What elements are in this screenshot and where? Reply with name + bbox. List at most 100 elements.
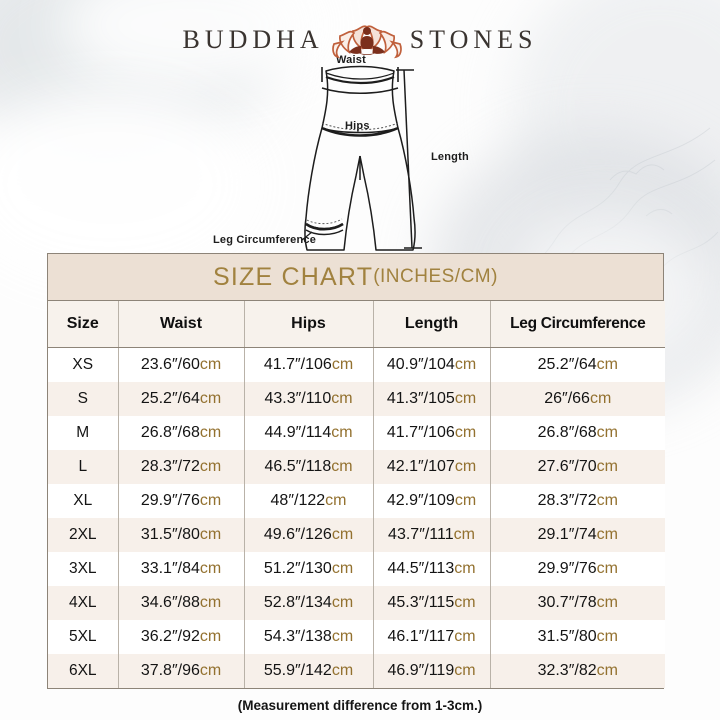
brand-word-right: STONES xyxy=(409,25,538,54)
value-unit: cm xyxy=(199,492,222,509)
size-chart: SIZE CHART (INCHES/CM) Size Waist Hips L… xyxy=(47,253,665,689)
size-chart-body: XS 23.6″/60cm 41.7″/106cm 40.9″/104cm 25.2″/… xyxy=(48,347,665,688)
value-inches: 25.2″/64 xyxy=(140,390,200,407)
value-unit: cm xyxy=(331,662,354,679)
value-inches: 29.9″/76 xyxy=(537,560,597,577)
value-unit: cm xyxy=(331,526,354,543)
value-unit: cm xyxy=(454,356,477,373)
value-unit: cm xyxy=(454,560,476,577)
size-cell: 2XL xyxy=(48,518,119,552)
hips-cell: 41.7″/106cm xyxy=(244,347,374,382)
value-unit: cm xyxy=(454,390,477,407)
value-unit: cm xyxy=(199,424,222,441)
table-row: 6XL 37.8″/96cm 55.9″/142cm 46.9″/119cm 32.3″… xyxy=(48,654,665,688)
hips-cell: 46.5″/118cm xyxy=(244,450,374,484)
table-row: 2XL 31.5″/80cm 49.6″/126cm 43.7″/111cm 29.1″… xyxy=(48,518,665,552)
value-unit: cm xyxy=(453,526,475,543)
column-header-size: Size xyxy=(48,301,119,348)
label-length: Length xyxy=(431,151,469,163)
value-unit: cm xyxy=(331,560,354,577)
value-inches: 46.9″/119 xyxy=(387,662,455,679)
waist-cell: 33.1″/84cm xyxy=(118,552,245,586)
value-unit: cm xyxy=(199,628,222,645)
value-inches: 28.3″/72 xyxy=(140,458,200,475)
value-unit: cm xyxy=(199,662,222,679)
label-leg-circumference: Leg Circumference xyxy=(213,234,317,246)
value-inches: 41.7″/106 xyxy=(386,424,455,441)
size-chart-title: SIZE CHART (INCHES/CM) xyxy=(48,254,663,301)
value-inches: 42.9″/109 xyxy=(386,492,455,509)
waist-cell: 37.8″/96cm xyxy=(118,654,245,688)
value-unit: cm xyxy=(454,628,476,645)
table-row: L 28.3″/72cm 46.5″/118cm 42.1″/107cm 27.6″/7… xyxy=(48,450,665,484)
label-waist: Waist xyxy=(336,54,366,66)
waist-cell: 23.6″/60cm xyxy=(118,347,245,382)
table-row: S 25.2″/64cm 43.3″/110cm 41.3″/105cm 26″/66c… xyxy=(48,382,665,416)
brand-word-left: BUDDHA xyxy=(182,25,324,54)
value-unit: cm xyxy=(589,390,612,407)
value-inches: 34.6″/88 xyxy=(140,594,200,611)
value-inches: 26″/66 xyxy=(544,390,590,407)
hips-cell: 51.2″/130cm xyxy=(244,552,374,586)
lotus-meditation-icon xyxy=(331,25,402,59)
value-inches: 45.3″/115 xyxy=(387,594,455,611)
length-cell: 42.9″/109cm xyxy=(373,484,491,518)
value-inches: 26.8″/68 xyxy=(537,424,597,441)
value-inches: 27.6″/70 xyxy=(537,458,597,475)
hips-cell: 52.8″/134cm xyxy=(244,586,374,620)
length-cell: 42.1″/107cm xyxy=(373,450,491,484)
leg-circumference-cell: 28.3″/72cm xyxy=(490,484,665,518)
value-inches: 43.3″/110 xyxy=(264,390,332,407)
waist-cell: 34.6″/88cm xyxy=(118,586,245,620)
value-unit: cm xyxy=(596,492,618,509)
value-unit: cm xyxy=(454,424,477,441)
size-cell: 4XL xyxy=(48,586,119,620)
value-inches: 44.9″/114 xyxy=(264,424,332,441)
table-row: 5XL 36.2″/92cm 54.3″/138cm 46.1″/117cm 31.5″… xyxy=(48,620,665,654)
value-unit: cm xyxy=(596,526,618,543)
value-unit: cm xyxy=(454,662,476,679)
table-row: XS 23.6″/60cm 41.7″/106cm 40.9″/104cm 25.2″/… xyxy=(48,347,665,382)
value-unit: cm xyxy=(199,526,222,543)
value-unit: cm xyxy=(596,662,618,679)
size-cell: XL xyxy=(48,484,119,518)
value-unit: cm xyxy=(199,560,222,577)
value-unit: cm xyxy=(454,594,476,611)
value-inches: 31.5″/80 xyxy=(537,628,597,645)
size-cell: 5XL xyxy=(48,620,119,654)
value-unit: cm xyxy=(325,492,347,509)
value-inches: 48″/122 xyxy=(270,492,326,509)
table-row: 4XL 34.6″/88cm 52.8″/134cm 45.3″/115cm 30.7″… xyxy=(48,586,665,620)
value-inches: 51.2″/130 xyxy=(263,560,332,577)
table-row: 3XL 33.1″/84cm 51.2″/130cm 44.5″/113cm 29.9″… xyxy=(48,552,665,586)
value-inches: 30.7″/78 xyxy=(537,594,597,611)
leg-circumference-cell: 26.8″/68cm xyxy=(490,416,665,450)
table-row: M 26.8″/68cm 44.9″/114cm 41.7″/106cm 26.8″/6… xyxy=(48,416,665,450)
waist-cell: 28.3″/72cm xyxy=(118,450,245,484)
value-unit: cm xyxy=(454,458,477,475)
value-unit: cm xyxy=(331,594,354,611)
value-inches: 42.1″/107 xyxy=(386,458,455,475)
value-unit: cm xyxy=(596,594,618,611)
length-cell: 46.1″/117cm xyxy=(373,620,491,654)
measurement-note: (Measurement difference from 1-3cm.) xyxy=(237,698,483,713)
value-unit: cm xyxy=(199,458,222,475)
value-inches: 32.3″/82 xyxy=(537,662,597,679)
length-cell: 41.7″/106cm xyxy=(373,416,491,450)
size-cell: XS xyxy=(48,347,119,382)
length-cell: 40.9″/104cm xyxy=(373,347,491,382)
label-hips: Hips xyxy=(345,120,370,132)
leg-circumference-cell: 29.1″/74cm xyxy=(490,518,665,552)
value-unit: cm xyxy=(199,356,222,373)
column-header-hips: Hips xyxy=(244,301,374,348)
value-unit: cm xyxy=(331,390,353,407)
waist-cell: 25.2″/64cm xyxy=(118,382,245,416)
hips-cell: 49.6″/126cm xyxy=(244,518,374,552)
pants-illustration xyxy=(301,65,422,251)
value-inches: 40.9″/104 xyxy=(386,356,455,373)
length-cell: 44.5″/113cm xyxy=(373,552,491,586)
leg-circumference-cell: 32.3″/82cm xyxy=(490,654,665,688)
table-row: XL 29.9″/76cm 48″/122cm 42.9″/109cm 28.3″/72… xyxy=(48,484,665,518)
value-inches: 33.1″/84 xyxy=(140,560,200,577)
leg-circumference-cell: 25.2″/64cm xyxy=(490,347,665,382)
